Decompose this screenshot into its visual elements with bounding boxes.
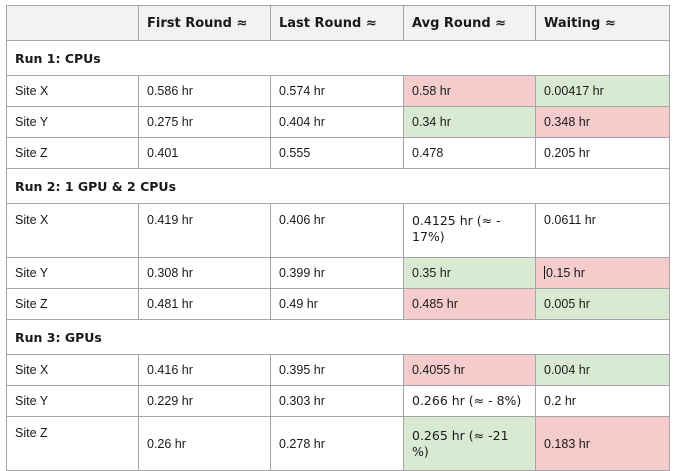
waiting-cell[interactable]: 0.2 hr bbox=[535, 385, 670, 417]
waiting-cell[interactable]: 0.00417 hr bbox=[535, 75, 670, 107]
last-round-cell[interactable]: 0.399 hr bbox=[270, 257, 404, 289]
site-cell[interactable]: Site Y bbox=[6, 257, 139, 289]
waiting-cell[interactable]: 0.15 hr bbox=[535, 257, 670, 289]
first-round-cell[interactable]: 0.419 hr bbox=[138, 203, 271, 258]
table-row: Site X 0.419 hr 0.406 hr 0.4125 hr (≈ - … bbox=[6, 203, 670, 258]
table-row: Site Y 0.229 hr 0.303 hr 0.266 hr (≈ - 8… bbox=[6, 385, 670, 417]
first-round-cell[interactable]: 0.481 hr bbox=[138, 288, 271, 320]
table-row: Site Y 0.275 hr 0.404 hr 0.34 hr 0.348 h… bbox=[6, 106, 670, 138]
avg-round-cell[interactable]: 0.265 hr (≈ -21 %) bbox=[403, 416, 536, 471]
table-row: Site Y 0.308 hr 0.399 hr 0.35 hr 0.15 hr bbox=[6, 257, 670, 289]
run-2-label[interactable]: Run 2: 1 GPU & 2 CPUs bbox=[6, 168, 670, 204]
waiting-cell[interactable]: 0.0611 hr bbox=[535, 203, 670, 258]
last-round-cell[interactable]: 0.406 hr bbox=[270, 203, 404, 258]
waiting-cell[interactable]: 0.183 hr bbox=[535, 416, 670, 471]
last-round-cell[interactable]: 0.278 hr bbox=[270, 416, 404, 471]
run-label-row: Run 1: CPUs bbox=[6, 40, 670, 76]
results-table: First Round ≈ Last Round ≈ Avg Round ≈ W… bbox=[6, 5, 670, 471]
first-round-cell[interactable]: 0.308 hr bbox=[138, 257, 271, 289]
waiting-cell[interactable]: 0.005 hr bbox=[535, 288, 670, 320]
run-label-row: Run 3: GPUs bbox=[6, 319, 670, 355]
last-round-cell[interactable]: 0.404 hr bbox=[270, 106, 404, 138]
last-round-cell[interactable]: 0.395 hr bbox=[270, 354, 404, 386]
first-round-cell[interactable]: 0.26 hr bbox=[138, 416, 271, 471]
header-last-round[interactable]: Last Round ≈ bbox=[270, 5, 404, 41]
site-cell[interactable]: Site X bbox=[6, 75, 139, 107]
table-row: Site X 0.586 hr 0.574 hr 0.58 hr 0.00417… bbox=[6, 75, 670, 107]
table-row: Site Z 0.26 hr 0.278 hr 0.265 hr (≈ -21 … bbox=[6, 416, 670, 471]
text-cursor bbox=[544, 266, 545, 279]
site-cell[interactable]: Site X bbox=[6, 203, 139, 258]
last-round-cell[interactable]: 0.303 hr bbox=[270, 385, 404, 417]
avg-round-cell[interactable]: 0.35 hr bbox=[403, 257, 536, 289]
waiting-cell[interactable]: 0.348 hr bbox=[535, 106, 670, 138]
site-cell[interactable]: Site Z bbox=[6, 137, 139, 169]
site-cell[interactable]: Site Z bbox=[6, 288, 139, 320]
site-cell[interactable]: Site Z bbox=[6, 416, 139, 471]
first-round-cell[interactable]: 0.416 hr bbox=[138, 354, 271, 386]
table-row: Site Z 0.481 hr 0.49 hr 0.485 hr 0.005 h… bbox=[6, 288, 670, 320]
first-round-cell[interactable]: 0.229 hr bbox=[138, 385, 271, 417]
header-row: First Round ≈ Last Round ≈ Avg Round ≈ W… bbox=[6, 5, 670, 41]
last-round-cell[interactable]: 0.574 hr bbox=[270, 75, 404, 107]
last-round-cell[interactable]: 0.49 hr bbox=[270, 288, 404, 320]
run-3-label[interactable]: Run 3: GPUs bbox=[6, 319, 670, 355]
header-waiting[interactable]: Waiting ≈ bbox=[535, 5, 670, 41]
first-round-cell[interactable]: 0.275 hr bbox=[138, 106, 271, 138]
run-label-row: Run 2: 1 GPU & 2 CPUs bbox=[6, 168, 670, 204]
last-round-cell[interactable]: 0.555 bbox=[270, 137, 404, 169]
header-avg-round[interactable]: Avg Round ≈ bbox=[403, 5, 536, 41]
avg-round-cell[interactable]: 0.266 hr (≈ - 8%) bbox=[403, 385, 536, 417]
first-round-cell[interactable]: 0.401 bbox=[138, 137, 271, 169]
waiting-cell[interactable]: 0.004 hr bbox=[535, 354, 670, 386]
avg-round-cell[interactable]: 0.58 hr bbox=[403, 75, 536, 107]
header-cell-blank[interactable] bbox=[6, 5, 139, 41]
avg-round-cell[interactable]: 0.4055 hr bbox=[403, 354, 536, 386]
waiting-value: 0.15 hr bbox=[546, 266, 585, 280]
avg-round-cell[interactable]: 0.34 hr bbox=[403, 106, 536, 138]
waiting-cell[interactable]: 0.205 hr bbox=[535, 137, 670, 169]
table-row: Site Z 0.401 0.555 0.478 0.205 hr bbox=[6, 137, 670, 169]
avg-round-cell[interactable]: 0.478 bbox=[403, 137, 536, 169]
avg-round-cell[interactable]: 0.4125 hr (≈ - 17%) bbox=[403, 203, 536, 258]
table-row: Site X 0.416 hr 0.395 hr 0.4055 hr 0.004… bbox=[6, 354, 670, 386]
site-cell[interactable]: Site Y bbox=[6, 385, 139, 417]
first-round-cell[interactable]: 0.586 hr bbox=[138, 75, 271, 107]
site-cell[interactable]: Site X bbox=[6, 354, 139, 386]
header-first-round[interactable]: First Round ≈ bbox=[138, 5, 271, 41]
run-1-label[interactable]: Run 1: CPUs bbox=[6, 40, 670, 76]
avg-round-cell[interactable]: 0.485 hr bbox=[403, 288, 536, 320]
site-cell[interactable]: Site Y bbox=[6, 106, 139, 138]
